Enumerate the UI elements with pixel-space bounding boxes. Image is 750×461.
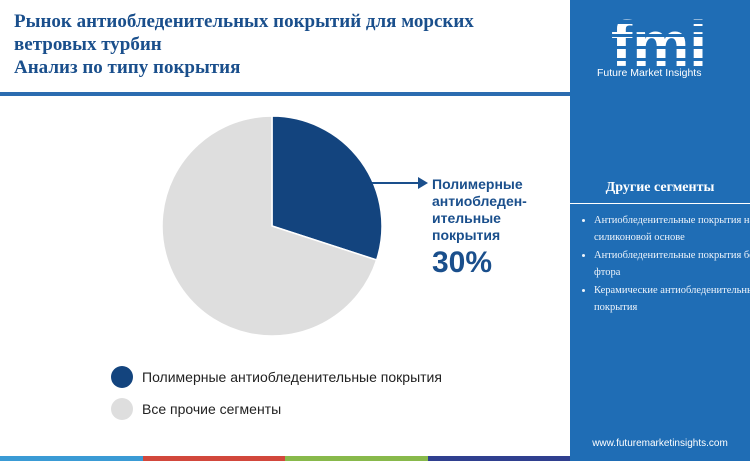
- pie-callout: Полимерные антиобледен- ительные покрыти…: [432, 176, 562, 280]
- website-link[interactable]: www.futuremarketinsights.com: [592, 438, 728, 449]
- pie-slice-0: [271, 115, 383, 261]
- title-line: ветровых турбин: [14, 34, 162, 55]
- callout-value: 30%: [432, 246, 493, 279]
- sidebar-divider: [570, 203, 750, 204]
- bar-segment: [427, 456, 570, 461]
- legend-swatch: [111, 398, 133, 420]
- list-item: Антиобледенительные покрытия на силиконо…: [594, 212, 750, 246]
- bar-segment: [285, 456, 428, 461]
- list-item: Керамические антиобледенительные покрыти…: [594, 282, 750, 316]
- title-divider: [0, 92, 570, 96]
- list-item: Антиобледенительные покрытия без фтора: [594, 247, 750, 281]
- fmi-logo-icon: fmi: [602, 8, 716, 80]
- bar-segment: [142, 456, 285, 461]
- legend-item-polymer: Полимерные антиобледенительные покрытия: [111, 364, 442, 390]
- other-segments-list: Антиобледенительные покрытия на силиконо…: [576, 212, 750, 317]
- legend-label: Все прочие сегменты: [142, 401, 282, 417]
- title-line: Рынок антиобледенительных покрытий для м…: [14, 11, 474, 32]
- legend-swatch: [111, 366, 133, 388]
- sidebar: fmi Future Market Insights Другие сегмен…: [570, 0, 750, 461]
- pie-chart: [161, 115, 428, 337]
- chart-panel: Рынок антиобледенительных покрытий для м…: [0, 10, 570, 461]
- other-segments-heading: Другие сегменты: [605, 180, 715, 195]
- callout-label: Полимерные антиобледен- ительные покрыти…: [432, 176, 527, 243]
- logo-text: Future Market Insights: [597, 67, 702, 79]
- callout-arrow-head: [418, 177, 428, 189]
- bottom-color-bar: [0, 456, 570, 461]
- legend-label: Полимерные антиобледенительные покрытия: [142, 369, 442, 385]
- bar-segment: [0, 456, 143, 461]
- chart-title: Рынок антиобледенительных покрытий для м…: [14, 10, 564, 79]
- pie-slice-1: [161, 115, 378, 337]
- legend: Полимерные антиобледенительные покрытия …: [111, 364, 442, 428]
- title-subtitle: Анализ по типу покрытия: [14, 57, 241, 78]
- legend-item-other: Все прочие сегменты: [111, 396, 442, 422]
